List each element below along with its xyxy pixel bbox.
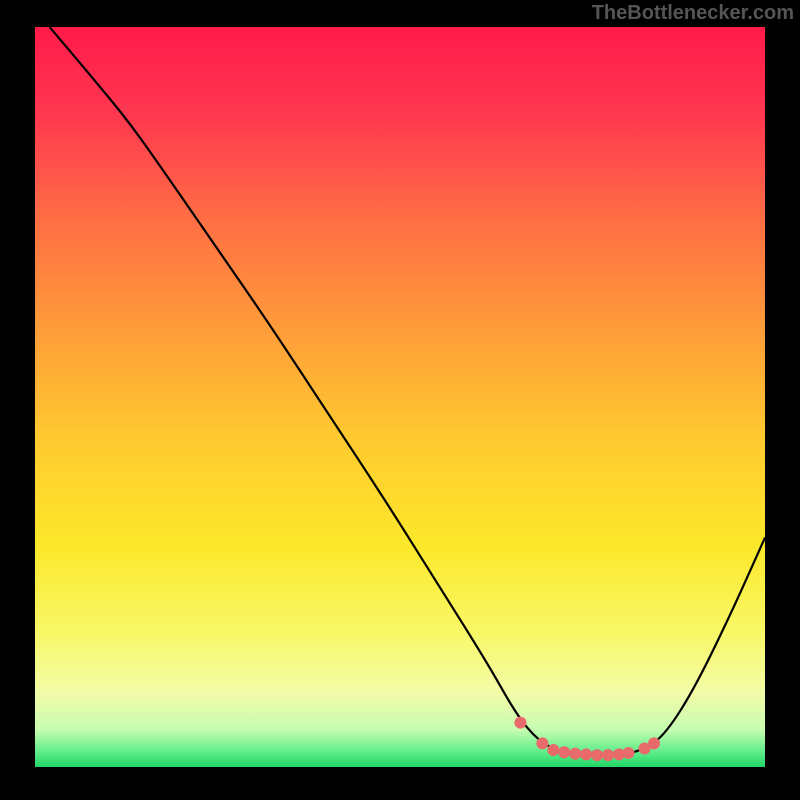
chart-svg-layer (35, 27, 765, 767)
curve-marker (648, 737, 660, 749)
curve-marker (591, 749, 603, 761)
chart-plot-area (35, 27, 765, 767)
curve-marker (547, 744, 559, 756)
marker-group (514, 717, 660, 762)
curve-marker (536, 737, 548, 749)
curve-marker (622, 747, 634, 759)
curve-marker (569, 748, 581, 760)
curve-marker (514, 717, 526, 729)
curve-marker (580, 748, 592, 760)
watermark-text: TheBottlenecker.com (592, 2, 794, 25)
bottleneck-curve (50, 27, 765, 755)
curve-marker (558, 746, 570, 758)
curve-marker (602, 749, 614, 761)
